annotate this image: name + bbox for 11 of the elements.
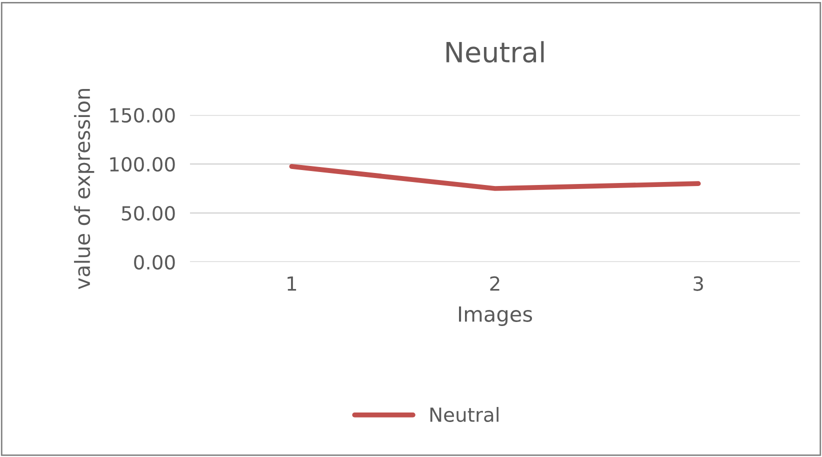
y-tick-label: 150.00 (110, 108, 175, 123)
legend-label: Neutral (430, 406, 498, 422)
x-axis-title: Images (458, 306, 532, 326)
y-tick-label: 0.00 (134, 254, 175, 270)
x-tick-label: 1 (288, 276, 296, 291)
y-tick-label: 100.00 (110, 156, 175, 172)
x-tick-label: 2 (490, 276, 500, 291)
chart-title: Neutral (446, 41, 544, 63)
x-tick-label: 3 (694, 276, 703, 291)
y-tick-label: 50.00 (122, 206, 175, 221)
y-axis-title: value of expression (74, 88, 94, 290)
